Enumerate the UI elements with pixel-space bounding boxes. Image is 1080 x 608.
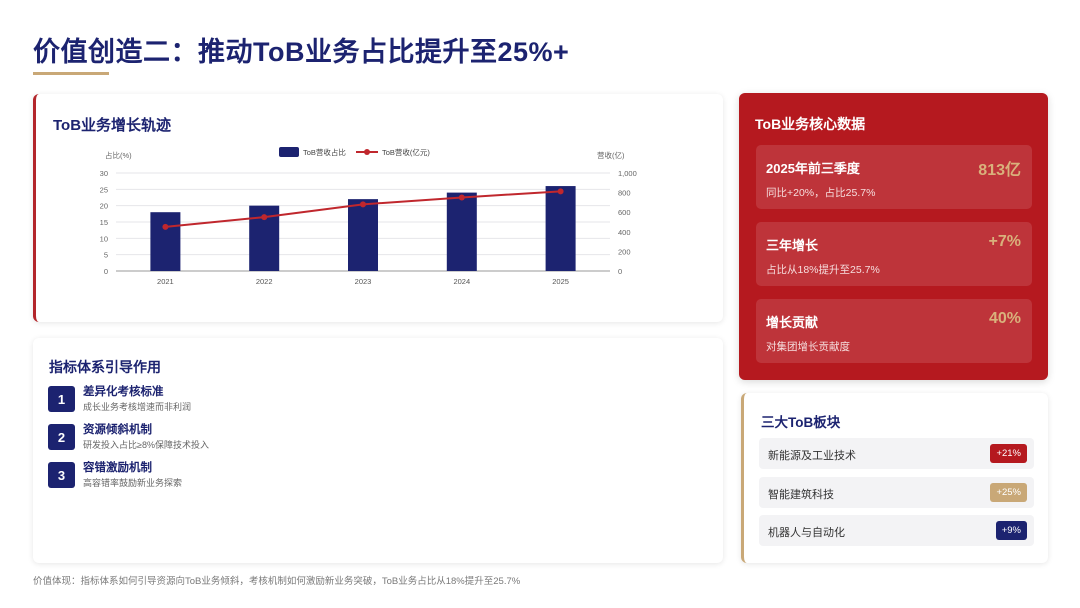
title-underline bbox=[33, 72, 109, 75]
x-tick-label: 2021 bbox=[157, 277, 174, 286]
revenue-point-2021 bbox=[162, 223, 169, 230]
segment-growth-badge: +9% bbox=[995, 521, 1027, 540]
y-right-axis-label: 营收(亿) bbox=[597, 150, 625, 160]
chart-title: ToB业务增长轨迹 bbox=[53, 117, 172, 134]
guide-item: 1 差异化考核标准 成长业务考核增速而非利润 bbox=[48, 386, 448, 412]
x-tick-label: 2022 bbox=[256, 277, 273, 286]
segment-name: 机器人与自动化 bbox=[768, 527, 845, 539]
x-tick-label: 2023 bbox=[355, 277, 372, 286]
legend-line-label: ToB营收(亿元) bbox=[382, 147, 430, 157]
guide-item: 3 容错激励机制 高容错率鼓励新业务探索 bbox=[48, 462, 448, 488]
kpi-item-name: 2025年前三季度 bbox=[766, 161, 860, 176]
y-right-tick-label: 400 bbox=[618, 228, 631, 237]
kpi-item-sub: 对集团增长贡献度 bbox=[766, 341, 850, 353]
bar-2023 bbox=[348, 199, 378, 271]
guide-item-name: 容错激励机制 bbox=[83, 462, 152, 474]
y-right-tick-label: 0 bbox=[618, 267, 622, 276]
segment-name: 智能建筑科技 bbox=[768, 489, 834, 501]
guide-item-desc: 高容错率鼓励新业务探索 bbox=[83, 478, 183, 488]
kpi-title: ToB业务核心数据 bbox=[755, 116, 866, 132]
y-right-tick-label: 1,000 bbox=[618, 169, 637, 178]
kpi-item-name: 增长贡献 bbox=[766, 315, 819, 330]
kpi-item-sub: 同比+20%，占比25.7% bbox=[766, 187, 876, 199]
guide-item-name: 资源倾斜机制 bbox=[83, 424, 152, 436]
y-left-tick-label: 15 bbox=[100, 218, 108, 227]
revenue-point-2022 bbox=[261, 214, 268, 221]
legend-line-marker bbox=[364, 149, 370, 155]
segments-title: 三大ToB板块 bbox=[761, 415, 841, 430]
segment-row: 智能建筑科技 +25% bbox=[759, 477, 1034, 508]
guide-title: 指标体系引导作用 bbox=[49, 359, 161, 375]
segment-row: 机器人与自动化 +9% bbox=[759, 515, 1034, 546]
kpi-item: 三年增长 占比从18%提升至25.7% +7% bbox=[756, 222, 1032, 286]
kpi-item-value: +7% bbox=[988, 233, 1021, 250]
y-left-tick-label: 5 bbox=[104, 251, 108, 260]
guide-item-desc: 成长业务考核增速而非利润 bbox=[83, 402, 192, 412]
page-title: 价值创造二：推动ToB业务占比提升至25%+ bbox=[33, 37, 570, 67]
guide-item-desc: 研发投入占比≥8%保障技术投入 bbox=[83, 440, 209, 450]
guide-number: 3 bbox=[48, 462, 75, 488]
y-right-tick-label: 600 bbox=[618, 208, 631, 217]
bar-2025 bbox=[545, 186, 576, 271]
kpi-item-name: 三年增长 bbox=[766, 238, 819, 253]
segments-card: 三大ToB板块 新能源及工业技术 +21% 智能建筑科技 +25% 机器人与自动… bbox=[741, 393, 1048, 563]
y-left-tick-label: 20 bbox=[100, 202, 108, 211]
segment-name: 新能源及工业技术 bbox=[768, 450, 856, 462]
kpi-item-value: 813亿 bbox=[978, 162, 1021, 179]
legend-bar-label: ToB营收占比 bbox=[303, 147, 346, 157]
y-left-axis-label: 占比(%) bbox=[105, 150, 132, 160]
kpi-item-value: 40% bbox=[988, 310, 1021, 327]
bar-2021 bbox=[150, 212, 181, 271]
kpi-card: ToB业务核心数据 2025年前三季度 同比+20%，占比25.7% 813亿 … bbox=[739, 93, 1048, 380]
kpi-item: 增长贡献 对集团增长贡献度 40% bbox=[756, 299, 1032, 363]
guide-item-name: 差异化考核标准 bbox=[83, 386, 164, 398]
x-tick-label: 2024 bbox=[453, 277, 470, 286]
legend-bar-swatch bbox=[279, 147, 299, 157]
footnote: 价值体现：指标体系如何引导资源向ToB业务倾斜，考核机制如何激励新业务突破，To… bbox=[33, 576, 521, 587]
segment-row: 新能源及工业技术 +21% bbox=[759, 438, 1034, 469]
y-right-tick-label: 200 bbox=[618, 247, 631, 256]
bar-2024 bbox=[446, 192, 477, 271]
y-left-tick-label: 0 bbox=[104, 267, 108, 276]
kpi-item-sub: 占比从18%提升至25.7% bbox=[766, 264, 880, 276]
kpi-item: 2025年前三季度 同比+20%，占比25.7% 813亿 bbox=[756, 145, 1032, 209]
revenue-point-2023 bbox=[360, 201, 366, 208]
guide-card: 指标体系引导作用 1 差异化考核标准 成长业务考核增速而非利润 2 资源倾斜机制… bbox=[33, 338, 723, 563]
y-left-tick-label: 30 bbox=[100, 169, 108, 178]
guide-number: 2 bbox=[48, 424, 75, 450]
y-right-tick-label: 800 bbox=[618, 189, 631, 198]
growth-chart-card: ToB业务增长轨迹 0 5 10 15 20 25 30 0 200 400 600 800 1,000… bbox=[33, 94, 723, 322]
guide-number: 1 bbox=[48, 386, 75, 412]
revenue-point-2024 bbox=[458, 194, 465, 201]
segment-growth-badge: +21% bbox=[990, 444, 1027, 463]
x-tick-label: 2025 bbox=[552, 277, 569, 286]
segment-growth-badge: +25% bbox=[990, 483, 1027, 502]
y-left-tick-label: 25 bbox=[100, 185, 108, 194]
y-left-tick-label: 10 bbox=[100, 234, 108, 243]
revenue-point-2025 bbox=[557, 188, 564, 195]
guide-item: 2 资源倾斜机制 研发投入占比≥8%保障技术投入 bbox=[48, 424, 448, 450]
